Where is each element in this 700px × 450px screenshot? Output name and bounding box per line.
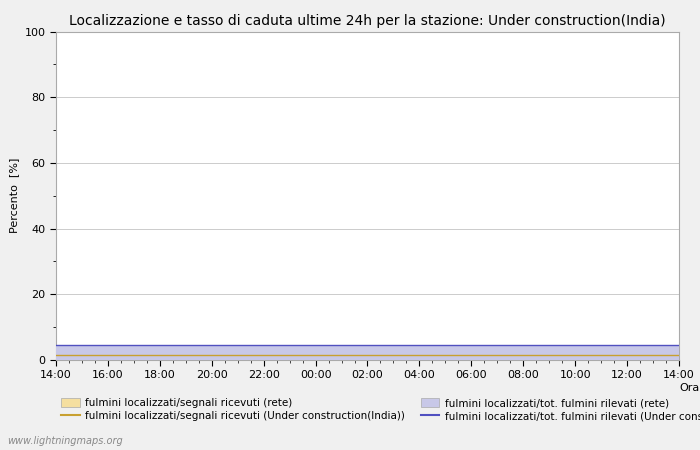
- Title: Localizzazione e tasso di caduta ultime 24h per la stazione: Under construction(: Localizzazione e tasso di caduta ultime …: [69, 14, 666, 27]
- Legend: fulmini localizzati/segnali ricevuti (rete), fulmini localizzati/segnali ricevut: fulmini localizzati/segnali ricevuti (re…: [61, 398, 700, 421]
- Y-axis label: Percento  [%]: Percento [%]: [9, 158, 19, 234]
- Text: www.lightningmaps.org: www.lightningmaps.org: [7, 436, 122, 446]
- Text: Orario: Orario: [679, 383, 700, 393]
